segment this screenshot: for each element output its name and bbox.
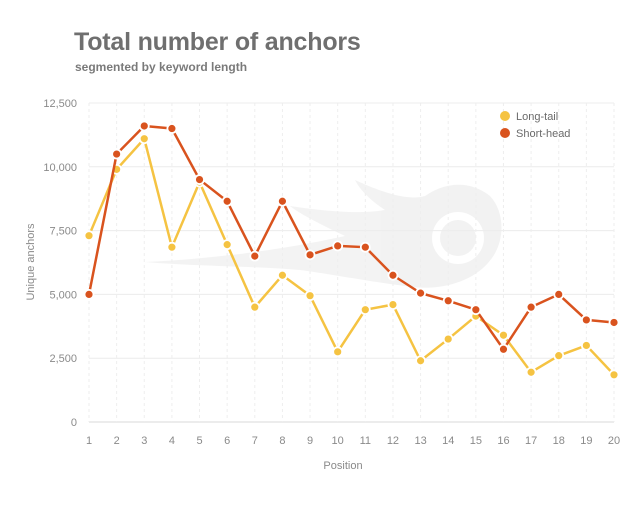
x-tick-label: 20 (608, 435, 620, 447)
x-tick-label: 7 (252, 435, 258, 447)
y-axis: 0 2,500 5,000 7,500 10,000 12,500 (43, 98, 77, 429)
x-axis-label: Position (323, 460, 362, 472)
x-tick-label: 1 (86, 435, 92, 447)
x-tick-label: 12 (387, 435, 399, 447)
data-point-long-tail (277, 269, 288, 281)
data-point-long-tail (525, 366, 537, 378)
data-point-long-tail (249, 301, 261, 313)
data-point-long-tail (166, 241, 178, 253)
data-point-long-tail (553, 350, 565, 362)
data-point-short-head (83, 288, 95, 300)
data-point-long-tail (138, 133, 150, 145)
data-point-short-head (304, 249, 316, 261)
data-point-short-head (332, 240, 344, 252)
data-point-short-head (277, 195, 288, 207)
series-line-short-head (87, 124, 615, 351)
data-point-short-head (221, 195, 233, 207)
data-point-short-head (470, 304, 482, 316)
x-tick-label: 18 (553, 435, 565, 447)
data-point-short-head (194, 174, 205, 185)
data-point-short-head (442, 295, 454, 307)
data-point-long-tail (332, 346, 344, 358)
y-tick-label: 7,500 (49, 226, 77, 238)
x-tick-label: 16 (497, 435, 509, 447)
x-tick-label: 2 (114, 435, 120, 447)
x-tick-label: 9 (307, 435, 313, 447)
chart-subtitle: segmented by keyword length (75, 60, 248, 74)
y-axis-label: Unique anchors (25, 223, 37, 301)
legend: Long-tail Short-head (500, 111, 570, 140)
data-point-long-tail (221, 239, 233, 251)
data-point-long-tail (83, 230, 95, 242)
x-tick-label: 6 (224, 435, 230, 447)
data-point-short-head (387, 269, 399, 281)
y-tick-label: 2,500 (49, 353, 77, 365)
data-point-long-tail (580, 340, 592, 351)
y-tick-label: 0 (71, 417, 77, 429)
x-tick-label: 3 (141, 435, 147, 447)
y-tick-label: 12,500 (43, 98, 77, 110)
legend-marker-short-head (500, 128, 510, 138)
data-point-short-head (111, 148, 123, 160)
data-point-short-head (166, 123, 178, 134)
series-line-long-tail (87, 137, 615, 376)
legend-marker-long-tail (500, 111, 510, 121)
y-tick-label: 5,000 (49, 289, 77, 301)
data-point-short-head (359, 241, 371, 253)
x-tick-label: 11 (360, 435, 371, 447)
data-point-short-head (249, 250, 261, 262)
data-point-long-tail (304, 290, 316, 302)
data-point-short-head (580, 314, 592, 326)
data-point-short-head (498, 343, 509, 355)
x-tick-label: 5 (196, 435, 202, 447)
x-tick-label: 17 (525, 435, 537, 447)
legend-label-short-head: Short-head (516, 128, 570, 140)
series-group (83, 120, 620, 381)
x-tick-label: 13 (414, 435, 426, 447)
data-point-long-tail (442, 333, 454, 345)
data-point-long-tail (387, 299, 399, 311)
x-tick-label: 14 (442, 435, 454, 447)
data-point-short-head (525, 301, 537, 313)
data-point-long-tail (608, 369, 620, 381)
x-axis: 1 2 3 4 5 6 7 8 9 10 11 12 13 14 15 16 17 18 19 20 (86, 435, 620, 447)
data-point-short-head (608, 317, 620, 328)
x-tick-label: 15 (470, 435, 482, 447)
y-tick-label: 10,000 (43, 162, 77, 174)
x-tick-label: 8 (279, 435, 285, 447)
grid (88, 102, 615, 423)
x-tick-label: 19 (580, 435, 592, 447)
data-point-long-tail (415, 355, 426, 367)
data-point-short-head (138, 120, 150, 132)
chart-title: Total number of anchors (74, 28, 361, 56)
x-tick-label: 4 (169, 435, 175, 447)
data-point-short-head (553, 288, 565, 300)
data-point-long-tail (359, 304, 371, 316)
data-point-short-head (415, 287, 426, 299)
data-point-long-tail (498, 329, 509, 341)
legend-label-long-tail: Long-tail (516, 111, 558, 123)
x-tick-label: 10 (332, 435, 344, 447)
